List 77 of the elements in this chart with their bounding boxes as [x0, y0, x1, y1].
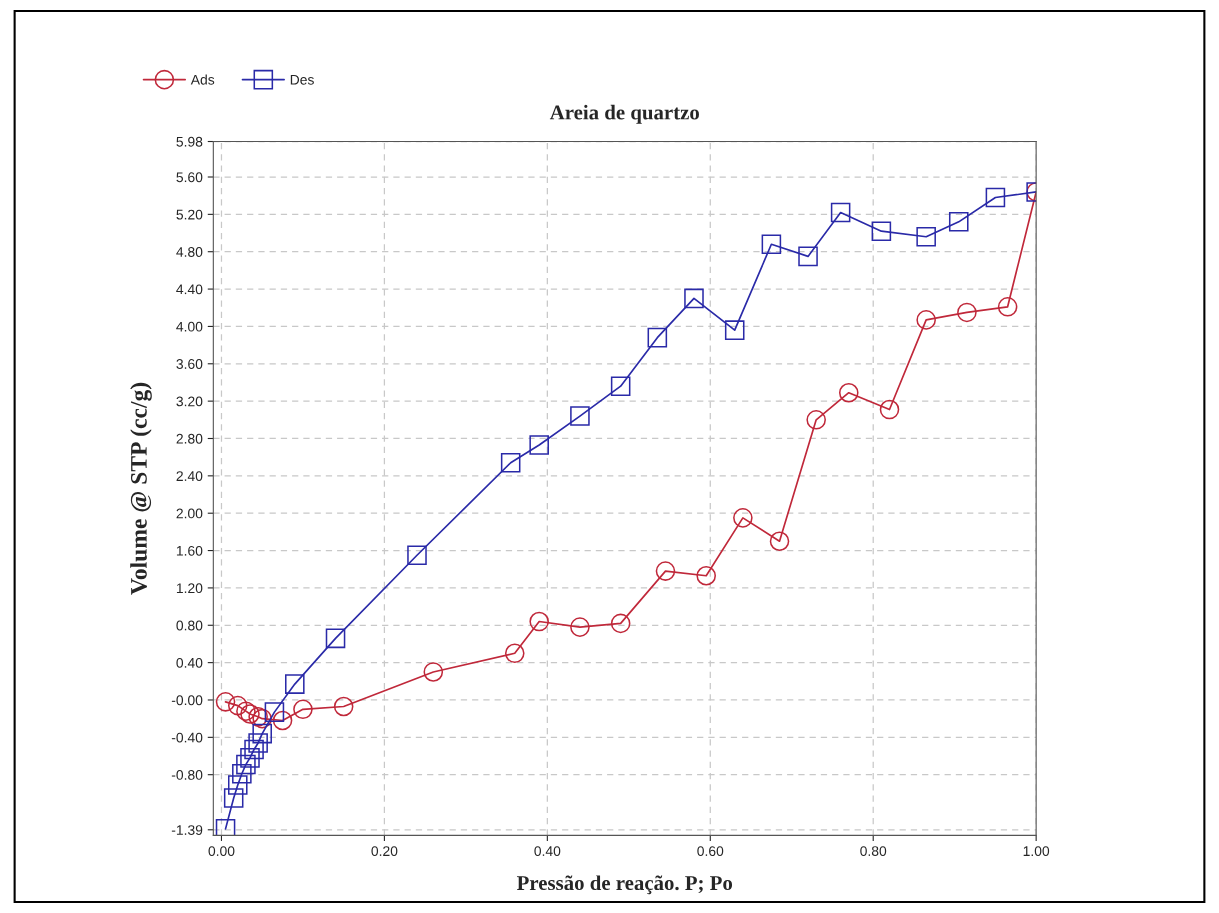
- point: [240, 748, 260, 768]
- y-tick-label: 3.20: [176, 396, 203, 407]
- x-tick-label: 0.00: [208, 846, 235, 857]
- x-tick-label: 0.60: [697, 846, 724, 857]
- point: [215, 819, 236, 836]
- point: [570, 617, 590, 637]
- point: [830, 202, 851, 223]
- y-tick-label: 1.20: [176, 583, 203, 594]
- point: [504, 643, 525, 664]
- legend-label: Des: [290, 74, 314, 85]
- x-tick-label: 0.80: [860, 846, 887, 857]
- y-axis-title: Volume @ STP (cc/g): [130, 382, 152, 595]
- point: [948, 212, 969, 232]
- x-tick-label: 0.20: [371, 846, 398, 857]
- point: [957, 302, 977, 323]
- point: [252, 723, 272, 744]
- x-axis-title: Pressão de reação. P; Po: [516, 875, 733, 895]
- point: [333, 696, 354, 717]
- point: [724, 320, 745, 340]
- point: [227, 695, 248, 716]
- chart-title: Areia de quartzo: [549, 104, 699, 124]
- point: [272, 710, 293, 731]
- point: [798, 246, 818, 267]
- point: [879, 399, 900, 420]
- point: [916, 310, 936, 330]
- point: [215, 692, 236, 712]
- point: [232, 763, 252, 784]
- point: [223, 788, 244, 808]
- point: [244, 739, 264, 760]
- point: [769, 531, 790, 552]
- point: [236, 754, 256, 775]
- point: [985, 187, 1006, 208]
- y-tick-label: -0.00: [171, 695, 203, 706]
- y-tick-label: -0.40: [171, 732, 203, 743]
- x-tick-label: 0.40: [534, 846, 561, 857]
- point: [684, 288, 704, 309]
- y-tick-label: 0.80: [176, 620, 203, 631]
- y-tick-label: 4.80: [176, 247, 203, 257]
- y-tick-label: 2.40: [176, 471, 203, 482]
- point: [325, 628, 346, 649]
- point: [248, 733, 268, 753]
- point: [838, 382, 859, 403]
- y-tick-label: 5.60: [176, 172, 203, 183]
- y-tick-label: 2.00: [176, 508, 203, 519]
- y-tick-label: 5.20: [176, 209, 203, 220]
- y-tick-label: 5.98: [176, 136, 203, 147]
- point: [647, 327, 668, 348]
- point: [610, 376, 631, 396]
- legend-label: Ads: [190, 74, 215, 85]
- point: [423, 662, 444, 682]
- x-tick-label: 1.00: [1023, 846, 1050, 857]
- point: [407, 545, 427, 566]
- point: [500, 452, 521, 473]
- point: [733, 508, 753, 528]
- point: [285, 674, 305, 694]
- point: [761, 234, 782, 255]
- point: [696, 565, 716, 586]
- point: [570, 406, 590, 426]
- y-tick-label: 3.60: [176, 359, 203, 369]
- point: [871, 221, 892, 241]
- point: [610, 613, 631, 634]
- point: [529, 611, 549, 632]
- point: [916, 226, 936, 247]
- point: [655, 561, 676, 581]
- y-tick-label: 4.40: [176, 284, 203, 295]
- point: [293, 699, 313, 720]
- y-tick-label: -0.80: [171, 770, 203, 780]
- y-tick-label: 0.40: [176, 657, 203, 668]
- point: [227, 775, 248, 795]
- point: [264, 702, 285, 722]
- y-tick-label: 1.60: [176, 545, 203, 556]
- y-tick-label: 2.80: [176, 433, 203, 444]
- y-tick-label: -1.39: [171, 825, 203, 835]
- y-tick-label: 4.00: [176, 321, 203, 332]
- point: [997, 297, 1018, 317]
- point: [529, 435, 549, 455]
- point: [806, 410, 826, 430]
